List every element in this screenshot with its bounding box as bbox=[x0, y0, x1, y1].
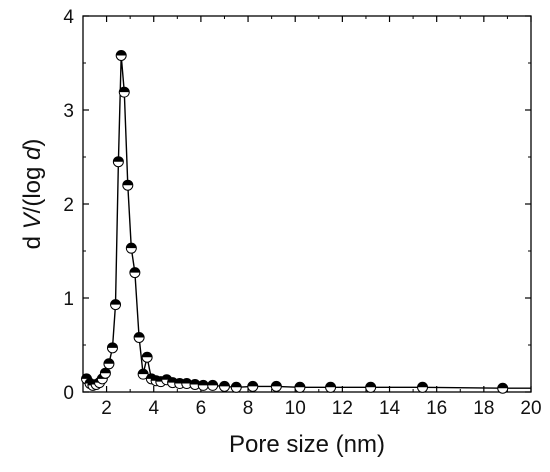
x-tick-label: 8 bbox=[243, 398, 254, 419]
x-tick-label: 20 bbox=[520, 398, 541, 419]
data-point-top-half bbox=[181, 378, 192, 384]
y-tick-label: 3 bbox=[63, 101, 74, 122]
data-point-top-half bbox=[113, 156, 124, 162]
series-line bbox=[85, 55, 531, 389]
data-point-top-half bbox=[417, 382, 428, 388]
data-point-top-half bbox=[129, 267, 140, 273]
y-axis-ticks: 0 1 2 3 4 bbox=[63, 7, 531, 404]
data-point-top-half bbox=[100, 368, 111, 374]
data-point bbox=[417, 381, 429, 393]
data-point bbox=[207, 379, 219, 391]
data-point-top-half bbox=[81, 373, 92, 379]
data-point bbox=[247, 380, 259, 392]
data-point bbox=[103, 358, 115, 370]
data-point-top-half bbox=[198, 380, 209, 386]
data-point bbox=[115, 49, 127, 61]
y-tick-label: 4 bbox=[63, 7, 74, 28]
y-axis-title-var-v: V bbox=[19, 211, 46, 229]
x-axis-title: Pore size (nm) bbox=[229, 431, 385, 458]
data-point-top-half bbox=[142, 352, 153, 358]
data-point bbox=[122, 179, 134, 191]
data-point bbox=[365, 381, 377, 393]
data-point bbox=[137, 368, 149, 380]
data-point bbox=[294, 381, 306, 393]
data-point-top-half bbox=[126, 243, 137, 249]
data-point bbox=[110, 299, 122, 311]
data-point-top-half bbox=[116, 50, 127, 56]
x-tick-label: 18 bbox=[473, 398, 494, 419]
x-tick-label: 16 bbox=[426, 398, 447, 419]
x-tick-label: 2 bbox=[101, 398, 112, 419]
y-tick-label: 2 bbox=[63, 195, 74, 216]
data-point-top-half bbox=[138, 369, 149, 375]
x-tick-label: 12 bbox=[332, 398, 353, 419]
data-point bbox=[325, 381, 337, 393]
data-point-top-half bbox=[122, 180, 133, 186]
y-axis-title-suffix: ) bbox=[19, 139, 46, 147]
x-axis-ticks: 2 4 6 8 10 12 14 16 18 20 bbox=[82, 16, 542, 419]
data-point-top-half bbox=[294, 382, 305, 388]
data-point-top-half bbox=[103, 358, 114, 364]
x-tick-label: 6 bbox=[196, 398, 207, 419]
data-point-top-half bbox=[110, 299, 121, 305]
y-tick-label: 1 bbox=[63, 289, 74, 310]
data-point bbox=[230, 381, 242, 393]
plot-border bbox=[82, 15, 532, 393]
data-point-top-half bbox=[497, 383, 508, 389]
data-point bbox=[270, 380, 282, 392]
series-line-group bbox=[85, 55, 531, 389]
data-point-top-half bbox=[107, 342, 118, 348]
data-point-top-half bbox=[219, 381, 230, 387]
data-point-top-half bbox=[325, 382, 336, 388]
y-axis-title-var-d: d bbox=[19, 146, 46, 160]
x-tick-label: 10 bbox=[285, 398, 306, 419]
data-point bbox=[181, 378, 193, 390]
plot-frame bbox=[82, 15, 532, 393]
data-point-top-half bbox=[207, 380, 218, 386]
data-point bbox=[141, 351, 153, 363]
data-point bbox=[197, 379, 209, 391]
x-tick-label: 14 bbox=[379, 398, 401, 419]
data-point-top-half bbox=[119, 87, 130, 93]
y-tick-label: 0 bbox=[63, 383, 74, 404]
data-point-top-half bbox=[134, 332, 145, 338]
data-point-top-half bbox=[365, 382, 376, 388]
data-point bbox=[129, 267, 141, 279]
data-point bbox=[497, 382, 509, 394]
data-point bbox=[112, 156, 124, 168]
data-point bbox=[99, 367, 111, 379]
data-point bbox=[133, 331, 145, 343]
data-point bbox=[106, 342, 118, 354]
y-axis-title-prefix: d bbox=[19, 229, 46, 249]
x-tick-label: 4 bbox=[148, 398, 159, 419]
data-point bbox=[125, 242, 137, 254]
data-point-top-half bbox=[190, 379, 200, 385]
y-axis-title-mid: /(log bbox=[19, 160, 46, 213]
data-point-top-half bbox=[271, 381, 282, 387]
data-point bbox=[118, 86, 130, 98]
y-axis-title: d V/(log d) bbox=[19, 139, 46, 250]
data-point-top-half bbox=[247, 381, 258, 387]
data-point-top-half bbox=[231, 382, 242, 388]
data-point bbox=[218, 380, 230, 392]
series-markers-group bbox=[81, 49, 509, 394]
